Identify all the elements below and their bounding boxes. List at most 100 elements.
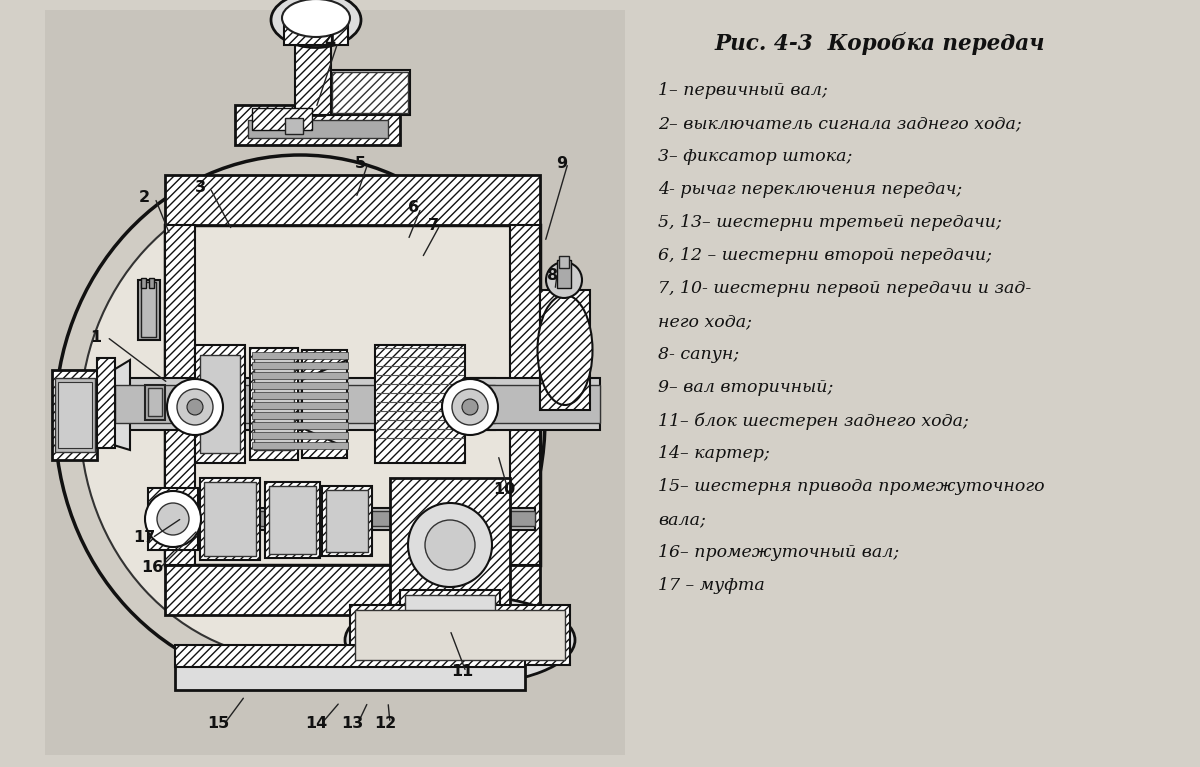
Polygon shape [302,360,347,448]
Bar [559,256,569,268]
Ellipse shape [80,180,520,660]
Bar [302,15,324,115]
Bar [330,70,410,115]
Circle shape [408,503,492,587]
Bar [115,378,496,430]
Text: него хода;: него хода; [658,313,752,330]
Bar [166,225,194,565]
Bar [470,378,600,430]
Bar [406,595,496,640]
Circle shape [167,379,223,435]
Text: 7, 10- шестерни первой передачи и зад-: 7, 10- шестерни первой передачи и зад- [658,280,1031,297]
Text: 14– картер;: 14– картер; [658,445,770,462]
Text: 11– блок шестерен заднего хода;: 11– блок шестерен заднего хода; [658,412,968,430]
Bar [175,645,526,667]
Bar [55,378,95,452]
Bar [248,120,388,138]
Bar [200,355,240,453]
Bar [155,511,535,526]
Polygon shape [97,360,130,450]
Text: 4- рычаг переключения передач;: 4- рычаг переключения передач; [658,181,962,198]
Text: 3: 3 [194,180,205,196]
Text: 9: 9 [557,156,568,170]
Bar [138,280,160,340]
Text: 10: 10 [493,482,515,498]
Bar [254,358,294,450]
Circle shape [425,520,475,570]
Bar [269,486,316,554]
Bar [148,388,162,416]
Bar [142,278,146,288]
Bar [97,358,115,448]
Text: 2– выключатель сигнала заднего хода;: 2– выключатель сигнала заднего хода; [658,115,1021,132]
Ellipse shape [271,0,361,48]
Text: 13: 13 [341,716,364,730]
Text: 16: 16 [140,561,163,575]
Text: вала;: вала; [658,511,706,528]
Text: 17 – муфта: 17 – муфта [658,577,764,594]
Bar [252,432,348,439]
Bar [200,478,260,560]
Circle shape [178,389,214,425]
Ellipse shape [55,155,545,685]
Text: 14: 14 [305,716,328,730]
Text: 2: 2 [138,190,150,206]
Text: 8: 8 [547,268,558,282]
Bar [155,508,535,530]
Text: 9– вал вторичный;: 9– вал вторичный; [658,379,833,396]
Bar [235,105,400,145]
Bar [145,385,166,420]
Bar [46,10,625,755]
Bar [322,486,372,556]
Bar [286,118,302,134]
Text: 17: 17 [133,531,155,545]
Bar [252,382,348,389]
Circle shape [157,503,190,535]
Bar [115,385,496,423]
Bar [175,645,526,690]
Bar [252,402,348,409]
Bar [204,482,256,556]
Circle shape [452,389,488,425]
Text: 5, 13– шестерни третьей передачи;: 5, 13– шестерни третьей передачи; [658,214,1002,231]
Bar [148,488,198,550]
Circle shape [546,262,582,298]
Bar [355,610,565,660]
Bar [284,15,348,45]
Bar [557,260,571,288]
Bar [332,72,408,113]
Bar [252,392,348,399]
Bar [252,352,348,359]
Bar [390,478,510,613]
Bar [149,278,154,288]
Circle shape [145,491,202,547]
Bar [302,350,347,458]
Text: 7: 7 [427,218,438,232]
Bar [166,565,540,615]
Bar [374,345,466,463]
Bar [470,385,600,423]
Bar [295,15,331,115]
Bar [350,605,570,665]
Bar [250,348,298,460]
Ellipse shape [282,0,350,37]
Bar [252,412,348,419]
Bar [252,362,348,369]
Text: Рис. 4-3  Коробка передач: Рис. 4-3 Коробка передач [715,32,1045,55]
Bar [142,282,156,337]
Bar [166,225,540,565]
Bar [252,372,348,379]
Text: 6, 12 – шестерни второй передачи;: 6, 12 – шестерни второй передачи; [658,247,992,264]
Text: 15– шестерня привода промежуточного: 15– шестерня привода промежуточного [658,478,1045,495]
Ellipse shape [538,295,593,405]
Bar [265,482,320,558]
Bar [510,225,540,565]
Text: 8- сапун;: 8- сапун; [658,346,739,363]
Text: 16– промежуточный вал;: 16– промежуточный вал; [658,544,899,561]
Text: 12: 12 [374,716,396,730]
Text: 1– первичный вал;: 1– первичный вал; [658,82,828,99]
Text: 11: 11 [451,664,473,680]
Circle shape [442,379,498,435]
Bar [58,382,92,448]
Bar [252,422,348,429]
